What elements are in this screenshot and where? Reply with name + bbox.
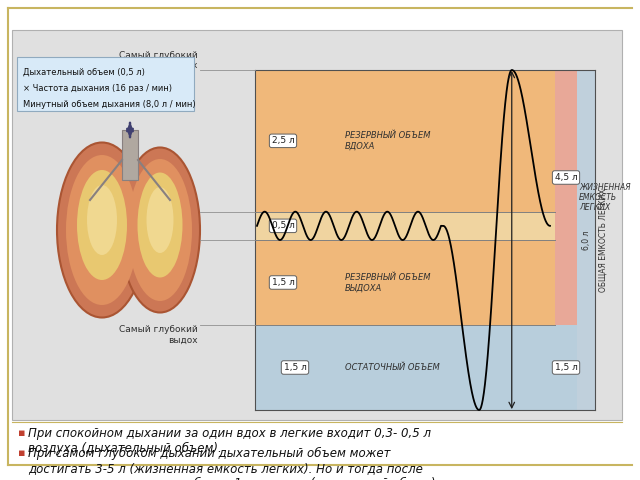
Bar bbox=[555, 70, 577, 325]
Text: ЖИЗНЕННАЯ
ЕМКОСТЬ
ЛЕГКИХ: ЖИЗНЕННАЯ ЕМКОСТЬ ЛЕГКИХ bbox=[579, 182, 630, 212]
FancyBboxPatch shape bbox=[17, 57, 194, 111]
Bar bbox=[122, 130, 138, 180]
Text: Самый глубокий
вдох: Самый глубокий вдох bbox=[119, 50, 198, 70]
Bar bbox=[12, 30, 622, 420]
Ellipse shape bbox=[57, 143, 147, 317]
Text: 1,5 л: 1,5 л bbox=[555, 363, 577, 372]
Bar bbox=[255, 70, 555, 212]
Ellipse shape bbox=[87, 185, 117, 255]
Text: × Частота дыхания (16 раз / мин): × Частота дыхания (16 раз / мин) bbox=[23, 84, 172, 93]
Ellipse shape bbox=[138, 172, 182, 277]
Text: ОБЩАЯ ЕМКОСТЬ ЛЕГКИХ: ОБЩАЯ ЕМКОСТЬ ЛЕГКИХ bbox=[599, 188, 608, 292]
Ellipse shape bbox=[77, 170, 127, 280]
Text: Дыхательный объем (0,5 л): Дыхательный объем (0,5 л) bbox=[23, 68, 145, 77]
Text: 1,5 л: 1,5 л bbox=[271, 278, 294, 287]
Text: Самый глубокий
выдох: Самый глубокий выдох bbox=[119, 325, 198, 345]
Bar bbox=[255, 212, 555, 240]
Ellipse shape bbox=[66, 155, 138, 305]
Text: ▪: ▪ bbox=[18, 448, 26, 458]
Bar bbox=[255, 240, 555, 325]
Text: 0,5 л: 0,5 л bbox=[271, 221, 294, 230]
Text: При спокойном дыхании за один вдох в легкие входит 0,3- 0,5 л
воздуха (дыхательн: При спокойном дыхании за один вдох в лег… bbox=[28, 427, 431, 455]
Text: 2,5 л: 2,5 л bbox=[271, 136, 294, 145]
Bar bbox=[255, 325, 555, 410]
Text: РЕЗЕРВНЫЙ ОБЪЕМ
ВДОХА: РЕЗЕРВНЫЙ ОБЪЕМ ВДОХА bbox=[345, 131, 431, 151]
Text: РЕЗЕРВНЫЙ ОБЪЕМ
ВЫДОХА: РЕЗЕРВНЫЙ ОБЪЕМ ВЫДОХА bbox=[345, 273, 431, 292]
Bar bbox=[12, 30, 622, 420]
Text: 6,0 л: 6,0 л bbox=[582, 230, 591, 250]
Text: ОСТАТОЧНЫЙ ОБЪЕМ: ОСТАТОЧНЫЙ ОБЪЕМ bbox=[345, 363, 440, 372]
Text: При самом глубоком дыхании дыхательный объем может
достигать 3-5 л (жизненная ем: При самом глубоком дыхании дыхательный о… bbox=[28, 447, 439, 480]
Ellipse shape bbox=[120, 147, 200, 312]
Ellipse shape bbox=[147, 187, 173, 253]
Text: ▪: ▪ bbox=[18, 428, 26, 438]
Bar bbox=[577, 70, 595, 410]
Text: 1,5 л: 1,5 л bbox=[284, 363, 307, 372]
Text: Спокойный
вдох: Спокойный вдох bbox=[145, 192, 198, 212]
Bar bbox=[555, 325, 577, 410]
Text: Минутный объем дыхания (8,0 л / мин): Минутный объем дыхания (8,0 л / мин) bbox=[23, 100, 196, 109]
Text: 4,5 л: 4,5 л bbox=[555, 173, 577, 182]
Text: Спокойный
выдох: Спокойный выдох bbox=[145, 240, 198, 259]
Ellipse shape bbox=[128, 159, 192, 301]
